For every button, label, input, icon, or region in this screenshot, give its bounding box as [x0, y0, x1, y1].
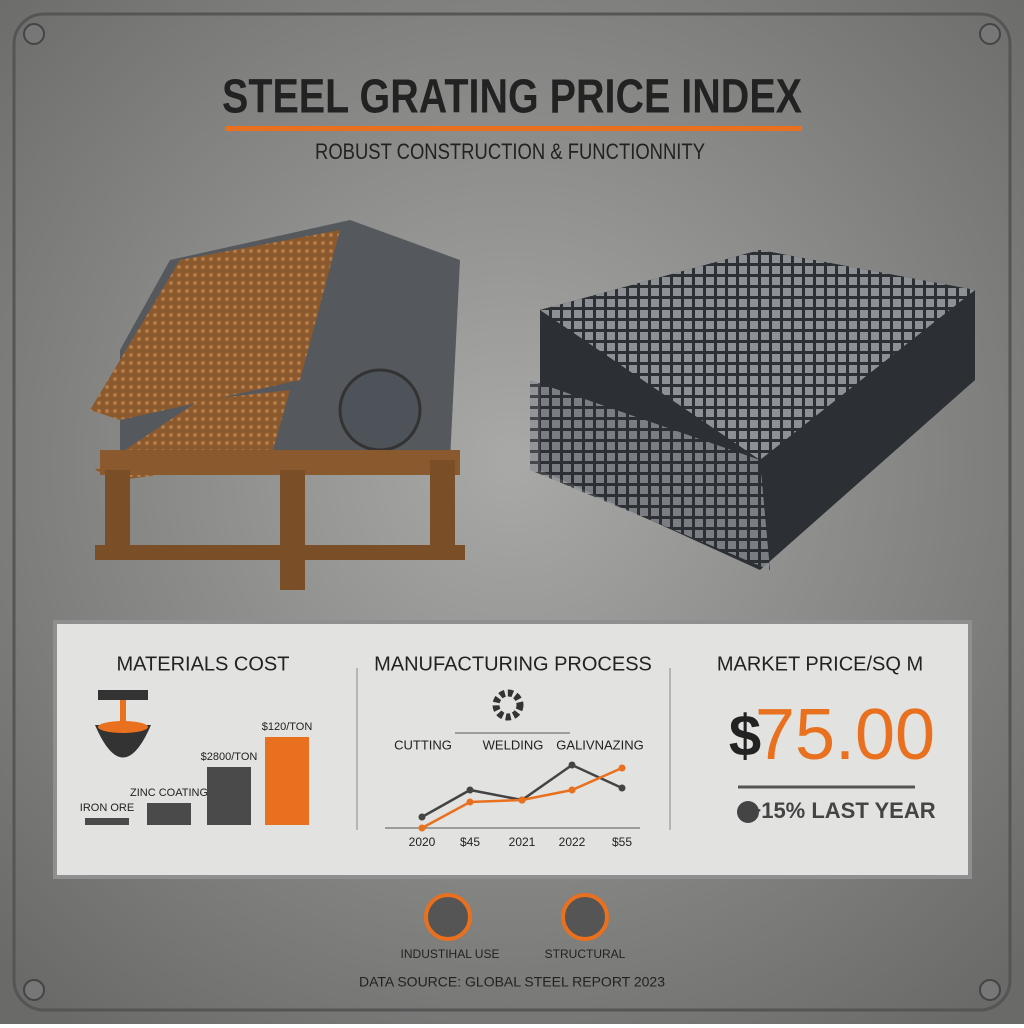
- rivets: [23, 23, 1001, 1001]
- title: STEEL GRATING PRICE INDEX: [222, 71, 802, 124]
- x-tick-label: 2022: [559, 835, 586, 849]
- x-tick-label: 2020: [409, 835, 436, 849]
- currency: $: [729, 703, 761, 768]
- change: +15% LAST YEAR: [748, 798, 935, 823]
- grating-stack: [530, 250, 975, 570]
- structural-icon: [561, 893, 609, 941]
- bar-label: $120/TON: [262, 721, 313, 733]
- market-title: MARKET PRICE/SQ M: [717, 653, 923, 675]
- process-step: CUTTING: [394, 737, 452, 752]
- crucible-icon: [95, 690, 151, 758]
- bar: [147, 803, 191, 825]
- process-step: GALIVNAZING: [556, 737, 643, 752]
- bar-label: IRON ORE: [80, 802, 134, 814]
- point: [618, 784, 626, 792]
- bar: [85, 818, 129, 825]
- bar-label: $2800/TON: [201, 751, 258, 763]
- x-tick-label: 2021: [509, 835, 536, 849]
- subtitle: ROBUST CONSTRUCTION & FUNCTIONNITY: [315, 139, 705, 164]
- materials-title: MATERIALS COST: [117, 653, 290, 675]
- process-title: MANUFACTURING PROCESS: [374, 653, 652, 675]
- title-underline: [225, 126, 802, 131]
- source: DATA SOURCE: GLOBAL STEEL REPORT 2023: [359, 974, 665, 990]
- x-tick-label: $45: [460, 835, 480, 849]
- stats-panel: [53, 620, 972, 879]
- bar-label: ZINC COATING: [130, 787, 208, 799]
- bar: [207, 767, 251, 825]
- point: [466, 786, 474, 794]
- point: [418, 824, 426, 832]
- icon-label: INDUSTIHAL USE: [401, 947, 500, 961]
- point: [618, 764, 626, 772]
- point: [418, 813, 426, 821]
- bar: [265, 737, 309, 825]
- point: [466, 798, 474, 806]
- x-tick-label: $55: [612, 835, 632, 849]
- price: 75.00: [755, 695, 935, 775]
- process-step: WELDING: [483, 737, 544, 752]
- point: [568, 761, 576, 769]
- industrial-icon: [424, 893, 472, 941]
- icon-label: STRUCTURAL: [545, 947, 626, 961]
- frame: [12, 12, 1012, 1012]
- coin-icon: [737, 801, 759, 823]
- gear-icon: [492, 689, 524, 721]
- screening-machine: [90, 220, 465, 590]
- point: [518, 796, 526, 804]
- point: [568, 786, 576, 794]
